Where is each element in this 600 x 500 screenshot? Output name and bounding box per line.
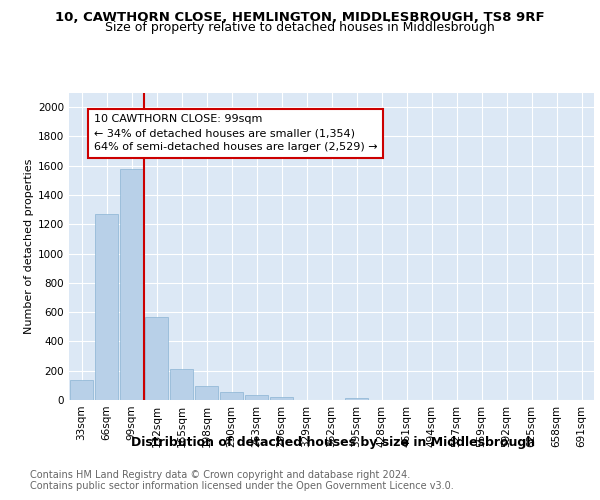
Bar <box>195 386 218 400</box>
Bar <box>270 397 293 400</box>
Text: Size of property relative to detached houses in Middlesbrough: Size of property relative to detached ho… <box>105 21 495 34</box>
Bar <box>245 395 268 400</box>
Bar <box>170 368 193 400</box>
Bar <box>145 316 168 400</box>
Bar <box>70 380 93 400</box>
Text: Contains public sector information licensed under the Open Government Licence v3: Contains public sector information licen… <box>30 481 454 491</box>
Y-axis label: Number of detached properties: Number of detached properties <box>24 158 34 334</box>
Text: Distribution of detached houses by size in Middlesbrough: Distribution of detached houses by size … <box>131 436 535 449</box>
Bar <box>345 398 368 400</box>
Text: Contains HM Land Registry data © Crown copyright and database right 2024.: Contains HM Land Registry data © Crown c… <box>30 470 410 480</box>
Text: 10, CAWTHORN CLOSE, HEMLINGTON, MIDDLESBROUGH, TS8 9RF: 10, CAWTHORN CLOSE, HEMLINGTON, MIDDLESB… <box>55 11 545 24</box>
Text: 10 CAWTHORN CLOSE: 99sqm
← 34% of detached houses are smaller (1,354)
64% of sem: 10 CAWTHORN CLOSE: 99sqm ← 34% of detach… <box>94 114 377 152</box>
Bar <box>220 392 243 400</box>
Bar <box>95 214 118 400</box>
Bar <box>120 168 143 400</box>
